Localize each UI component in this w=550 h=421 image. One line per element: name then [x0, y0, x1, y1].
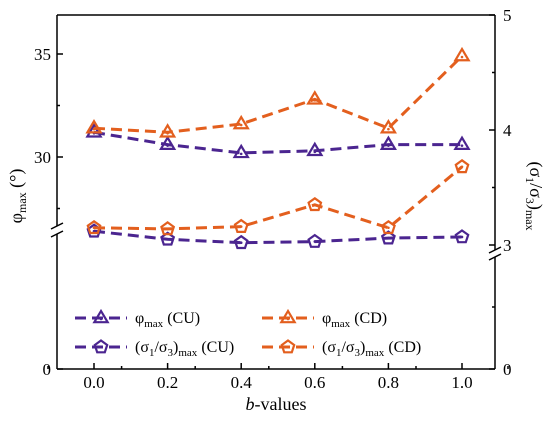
series-3 [88, 160, 468, 234]
left-tick-label: 35 [34, 45, 51, 64]
data-point-dot [461, 56, 464, 59]
series-1 [87, 49, 468, 136]
legend-label: (σ1/σ3)max (CD) [322, 339, 421, 359]
x-tick-label: 0.0 [83, 373, 104, 392]
legend-marker-dot [287, 346, 290, 349]
series-line [94, 167, 462, 229]
series-line [94, 132, 462, 153]
data-point-dot [166, 144, 169, 147]
x-tick-label: 0.8 [378, 373, 399, 392]
data-point-dot [240, 225, 243, 228]
legend-label: φmax (CD) [322, 310, 387, 330]
series-line [94, 231, 462, 243]
legend-marker-dot [287, 318, 290, 321]
data-point-dot [461, 236, 464, 239]
data-point-dot [240, 241, 243, 244]
data-point-dot [93, 226, 96, 229]
series-line [94, 56, 462, 132]
data-point-dot [461, 166, 464, 169]
right-tick-label: 5 [503, 6, 512, 25]
data-point-dot [387, 237, 390, 240]
x-tick-label: 0.6 [304, 373, 325, 392]
legend-item: (σ1/σ3)max (CD) [262, 339, 421, 359]
legend-marker-dot [100, 318, 103, 321]
legend-marker-dot [100, 346, 103, 349]
x-tick-label: 0.4 [231, 373, 253, 392]
data-point [455, 49, 468, 60]
data-point-dot [240, 124, 243, 127]
right-axis-title: (σ1/σ3)max [523, 161, 546, 230]
data-point-dot [93, 128, 96, 131]
legend-item: φmax (CU) [75, 310, 200, 330]
legend-item: (σ1/σ3)max (CU) [75, 339, 234, 359]
series-2 [88, 225, 468, 248]
data-point-dot [387, 226, 390, 229]
data-point-dot [387, 144, 390, 147]
series-layer [87, 49, 468, 248]
right-tick-label: 4 [503, 121, 512, 140]
legend-label: φmax (CU) [135, 310, 200, 330]
axis-ticks: 0.0 0.2 0.4 0.6 0.8 1.0 0 30 35 0 3 4 5 [34, 6, 512, 392]
data-point [235, 117, 248, 128]
x-axis-title: b-values [246, 394, 307, 414]
series-0 [87, 125, 468, 157]
data-point-dot [314, 240, 317, 243]
data-point-dot [387, 128, 390, 131]
right-tick-label: 3 [503, 236, 512, 255]
data-point-dot [314, 151, 317, 154]
left-tick-label: 0 [43, 360, 52, 379]
left-axis-title: φmax (°) [6, 169, 29, 224]
legend-item: φmax (CD) [262, 310, 387, 330]
data-point-dot [461, 144, 464, 147]
right-tick-label: 0 [503, 360, 512, 379]
data-point-dot [314, 99, 317, 102]
legend-label: (σ1/σ3)max (CU) [135, 339, 234, 359]
x-tick-label: 0.2 [157, 373, 178, 392]
data-point-dot [166, 238, 169, 241]
data-point-dot [240, 153, 243, 156]
x-tick-label: 1.0 [451, 373, 472, 392]
data-point-dot [314, 203, 317, 206]
legend: φmax (CU) φmax (CD) (σ1/σ3)max (CU) (σ1/σ3)… [75, 310, 421, 359]
data-point-dot [166, 228, 169, 231]
data-point-dot [166, 132, 169, 135]
left-tick-label: 30 [34, 148, 51, 167]
